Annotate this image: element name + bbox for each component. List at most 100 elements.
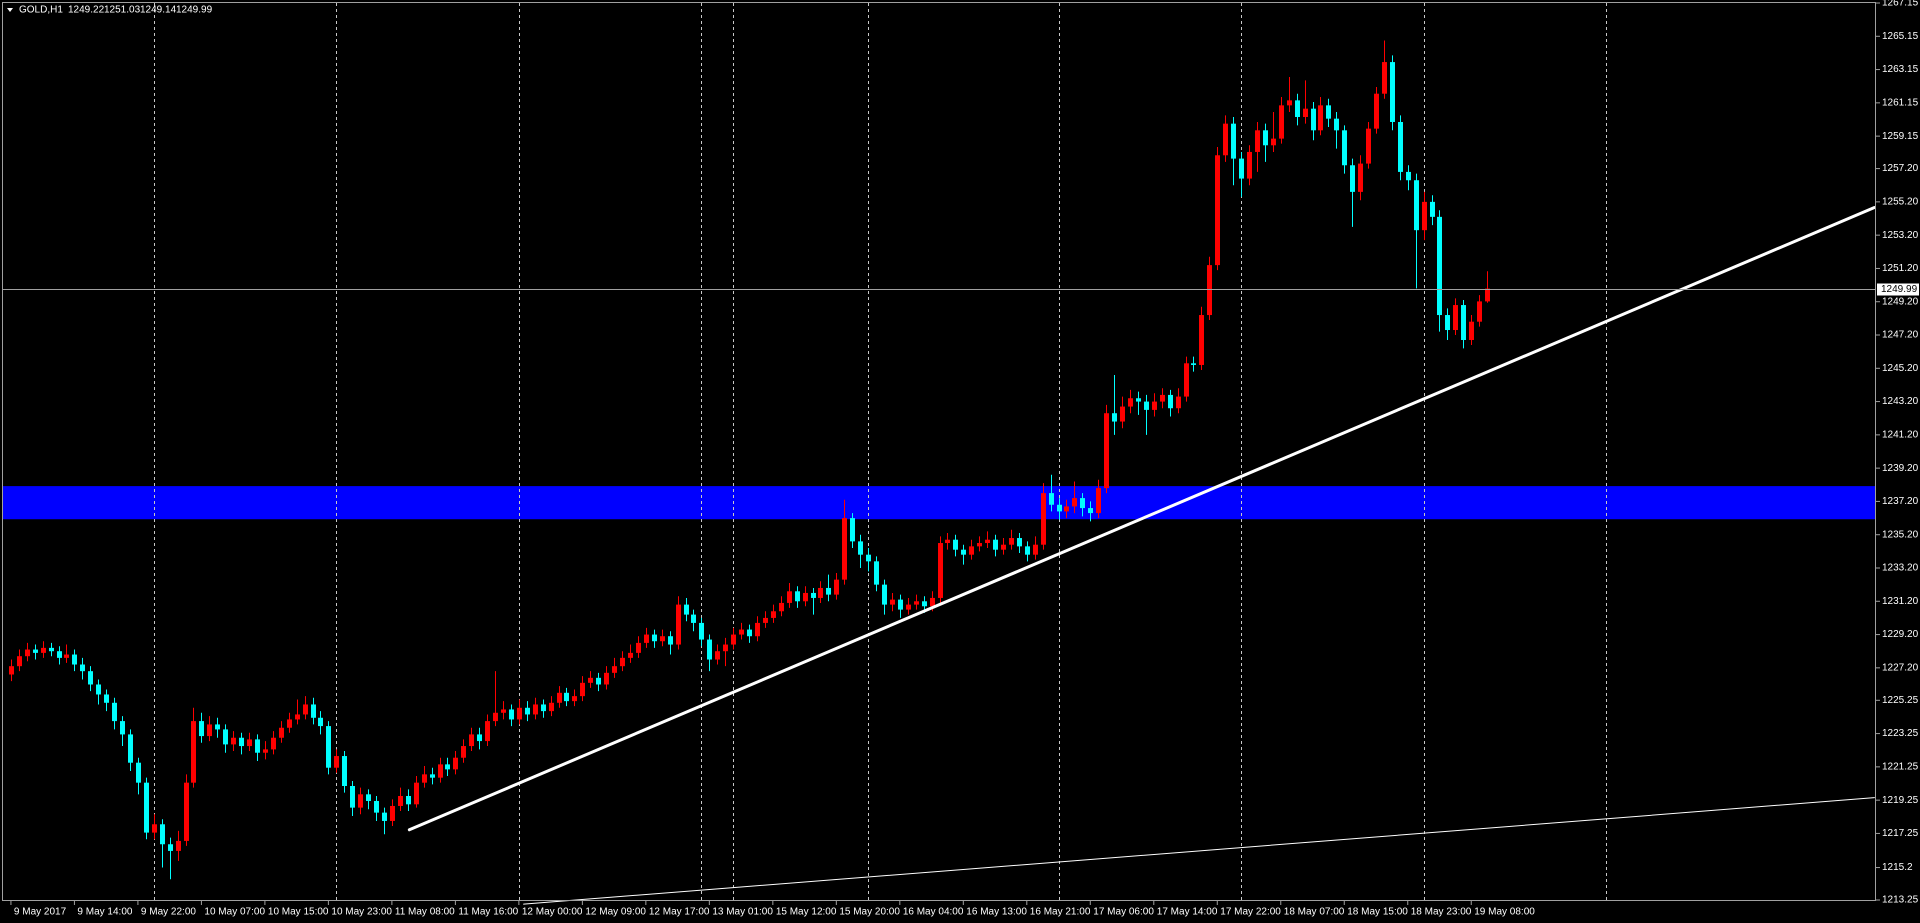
candle-body: [922, 601, 927, 607]
y-tick-label: 1235.20: [1882, 529, 1919, 540]
candle-body: [461, 746, 466, 758]
x-tick-label: 16 May 13:00: [966, 907, 1027, 918]
candle-body: [906, 604, 911, 610]
x-tick-label: 18 May 15:00: [1347, 907, 1408, 918]
candle-body: [636, 642, 641, 653]
candle-body: [1057, 504, 1062, 512]
candle-body: [866, 554, 871, 562]
candle-body: [580, 682, 585, 697]
candle-body: [1009, 538, 1014, 545]
y-tick-label: 1223.25: [1882, 728, 1919, 739]
candle-body: [453, 757, 458, 770]
candle-body: [993, 539, 998, 550]
candle-body: [1025, 546, 1030, 555]
candle-body: [430, 774, 435, 778]
candle-body: [25, 649, 30, 657]
candle-body: [1295, 100, 1300, 117]
candle-body: [1318, 105, 1323, 131]
x-tick-label: 16 May 04:00: [903, 907, 964, 918]
candle-body: [1366, 128, 1371, 164]
candle-body: [445, 764, 450, 770]
candle-body: [1334, 118, 1339, 131]
candle-body: [715, 651, 720, 660]
candle-body: [1247, 151, 1252, 179]
candle-body: [88, 671, 93, 685]
candle-body: [1104, 413, 1109, 489]
candle-body: [469, 734, 474, 747]
candle-body: [620, 657, 625, 667]
header-symbol: GOLD,H1: [19, 5, 63, 16]
candle-body: [422, 774, 427, 783]
y-tick-label: 1261.15: [1882, 97, 1919, 108]
candle-body: [1485, 288, 1490, 302]
candle-body: [477, 734, 482, 742]
candle-body: [1350, 165, 1355, 192]
candle-body: [1390, 62, 1395, 122]
candle-body: [64, 654, 69, 658]
candle-body: [985, 539, 990, 544]
candle-body: [945, 539, 950, 544]
candle-body: [271, 737, 276, 750]
candle-body: [660, 636, 665, 642]
y-tick-label: 1259.15: [1882, 131, 1919, 142]
candle-body: [644, 634, 649, 643]
candle-body: [57, 651, 62, 658]
candle-body: [199, 721, 204, 737]
x-tick-label: 16 May 21:00: [1030, 907, 1091, 918]
y-tick-label: 1233.20: [1882, 563, 1919, 574]
candle-body: [168, 844, 173, 851]
x-tick-label: 18 May 07:00: [1284, 907, 1345, 918]
candle-body: [1382, 62, 1387, 94]
candle-body: [1398, 121, 1403, 172]
candle-body: [699, 622, 704, 640]
support-zone: [3, 486, 1876, 520]
candle-body: [342, 756, 347, 787]
candle-body: [1072, 498, 1077, 507]
candle-body: [977, 543, 982, 547]
candle-body: [358, 794, 363, 808]
candle-body: [1430, 201, 1435, 217]
y-tick-label: 1219.25: [1882, 795, 1919, 806]
candle-body: [731, 634, 736, 645]
candle-body: [763, 617, 768, 623]
x-tick-label: 12 May 17:00: [649, 907, 710, 918]
candle-body: [691, 614, 696, 623]
candle-body: [160, 824, 165, 845]
x-tick-label: 12 May 00:00: [522, 907, 583, 918]
candle-body: [755, 622, 760, 637]
candle-body: [1406, 171, 1411, 181]
price-label: 1249.99: [1881, 284, 1918, 295]
candle-body: [1049, 493, 1054, 505]
candle-body: [890, 599, 895, 605]
candle-body: [326, 726, 331, 768]
candle-body: [223, 729, 228, 745]
candle-body: [9, 666, 14, 675]
x-tick-label: 10 May 23:00: [331, 907, 392, 918]
candle-body: [1477, 301, 1482, 322]
candle-body: [1064, 506, 1069, 512]
x-tick-label: 10 May 07:00: [204, 907, 265, 918]
candle-body: [1207, 265, 1212, 316]
y-tick-label: 1217.25: [1882, 828, 1919, 839]
candle-body: [1176, 396, 1181, 409]
x-tick-label: 19 May 08:00: [1474, 907, 1535, 918]
candle-body: [493, 712, 498, 722]
y-tick-label: 1265.15: [1882, 31, 1919, 42]
candle-body: [652, 634, 657, 642]
candle-body: [33, 649, 38, 653]
candle-body: [1326, 105, 1331, 119]
candle-body: [684, 604, 689, 615]
header-low: 1249.14: [140, 5, 177, 16]
candle-body: [795, 591, 800, 602]
candle-body: [1088, 508, 1093, 514]
candle-body: [96, 684, 101, 695]
candle-body: [1136, 398, 1141, 402]
candle-body: [1096, 488, 1101, 514]
candle-body: [628, 652, 633, 658]
candle-body: [826, 587, 831, 595]
candle-body: [1184, 363, 1189, 397]
candle-body: [1311, 108, 1316, 131]
x-tick-label: 11 May 16:00: [458, 907, 518, 918]
candle-body: [438, 764, 443, 778]
